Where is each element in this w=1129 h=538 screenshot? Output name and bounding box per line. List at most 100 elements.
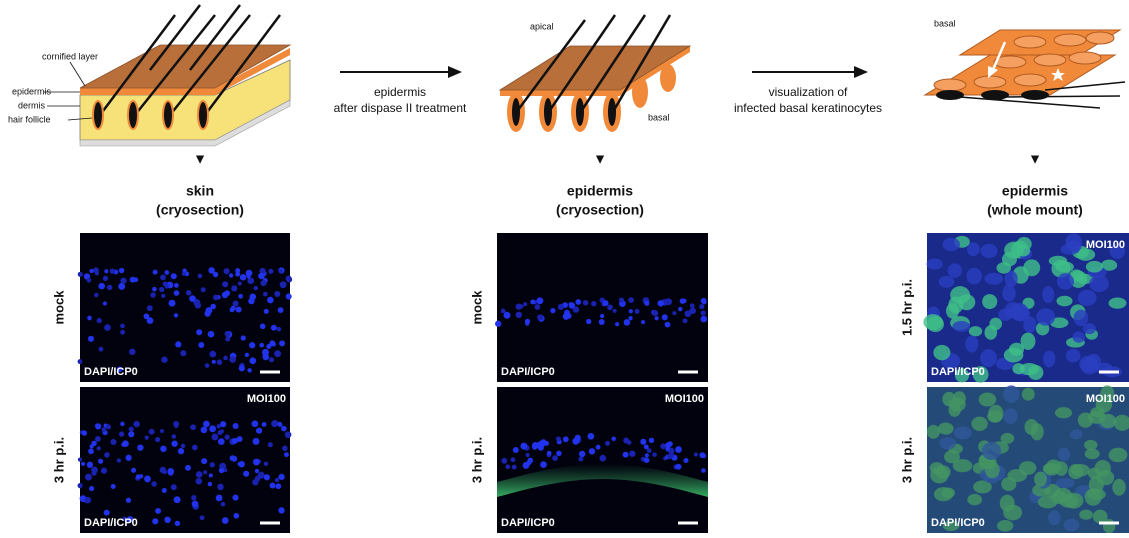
nucleus <box>980 244 997 258</box>
nucleus <box>264 474 270 480</box>
nucleus <box>217 424 222 429</box>
triangle: ▼ <box>593 151 607 167</box>
nucleus <box>512 465 517 470</box>
nucleus <box>210 462 215 467</box>
nucleus <box>569 302 575 308</box>
nucleus <box>128 431 134 437</box>
nucleus <box>243 471 249 477</box>
nucleus <box>982 294 997 309</box>
nucleus <box>171 484 177 490</box>
nucleus <box>665 298 672 305</box>
nucleus <box>284 452 289 457</box>
nucleus <box>510 457 515 462</box>
nucleus <box>238 461 244 467</box>
nucleus <box>675 446 682 453</box>
nucleus <box>667 441 672 446</box>
follicles <box>512 98 616 126</box>
nucleus <box>501 309 506 314</box>
nucleus <box>89 486 94 491</box>
nucleus <box>247 274 251 278</box>
nucleus <box>203 421 210 428</box>
nucleus <box>1023 317 1036 334</box>
nucleus <box>274 291 280 297</box>
nucleus <box>209 473 213 477</box>
nucleus <box>268 269 273 274</box>
nucleus <box>556 436 561 441</box>
nucleus <box>164 270 169 275</box>
nucleus <box>223 356 228 361</box>
nucleus <box>97 446 101 450</box>
nucleus <box>969 326 982 336</box>
nucleus <box>118 283 125 290</box>
nucleus <box>209 425 216 432</box>
nucleus <box>192 445 198 451</box>
nucleus <box>607 305 613 311</box>
nucleus <box>260 280 266 286</box>
label: epidermis <box>12 86 52 96</box>
nucleus <box>230 455 236 461</box>
nucleus <box>208 482 212 486</box>
nucleus <box>583 300 588 305</box>
nucleus <box>532 444 537 449</box>
nucleus <box>278 269 282 273</box>
nucleus <box>563 436 569 442</box>
arrow: visualization of infected basal keratino… <box>734 66 882 115</box>
nucleus <box>269 357 274 362</box>
nucleus <box>252 479 258 485</box>
nucleus <box>225 337 230 342</box>
label: apical <box>530 21 554 31</box>
nucleus <box>1078 290 1097 306</box>
nucleus <box>87 278 92 283</box>
image-column: ▼epidermis(cryosection)DAPI/ICP0mockDAPI… <box>469 151 708 533</box>
nucleus <box>258 273 265 280</box>
nucleus <box>220 429 224 433</box>
image-column: ▼skin(cryosection)DAPI/ICP0mockDAPI/ICP0… <box>51 151 292 533</box>
nucleus <box>235 272 240 277</box>
nucleus <box>119 431 124 436</box>
nucleus <box>98 283 105 290</box>
nucleus <box>262 422 267 427</box>
nucleus <box>683 458 688 463</box>
nucleus <box>558 304 564 310</box>
nucleus <box>126 498 131 503</box>
nucleus <box>596 445 601 450</box>
label: dermis <box>18 100 46 110</box>
nucleus <box>701 310 706 315</box>
nucleus <box>552 455 558 461</box>
nucleus <box>589 448 595 454</box>
nucleus <box>701 298 707 304</box>
column-heading: (cryosection) <box>556 202 644 218</box>
nucleus <box>253 438 260 445</box>
arrow-text: after dispase II treatment <box>334 101 467 115</box>
nucleus <box>262 349 269 356</box>
row-label: mock <box>469 290 484 325</box>
nucleus <box>965 335 978 352</box>
nucleus <box>678 307 682 311</box>
nucleus <box>169 300 176 307</box>
nucleus <box>985 273 1004 285</box>
nucleus <box>259 343 264 348</box>
nucleus <box>575 299 581 305</box>
nucleus <box>600 298 604 302</box>
nucleus <box>155 437 160 442</box>
nucleus <box>224 268 230 274</box>
nucleus <box>102 427 107 432</box>
nucleus <box>101 468 107 474</box>
micrograph: DAPI/ICP0MOI100 <box>497 387 708 533</box>
nucleus <box>980 349 997 367</box>
nucleus <box>523 302 527 306</box>
nucleus <box>699 304 704 309</box>
nucleus <box>535 304 541 310</box>
nucleus <box>1065 234 1082 251</box>
nucleus <box>87 462 93 468</box>
nucleus <box>120 278 126 284</box>
nucleus <box>167 468 174 475</box>
nucleus <box>185 465 191 471</box>
nucleus <box>232 438 238 444</box>
nucleus <box>196 329 202 335</box>
nucleus <box>278 422 282 426</box>
nucleus <box>268 442 273 447</box>
nucleus <box>160 275 166 281</box>
nucleus <box>98 459 103 464</box>
label: cornified layer <box>42 51 98 61</box>
